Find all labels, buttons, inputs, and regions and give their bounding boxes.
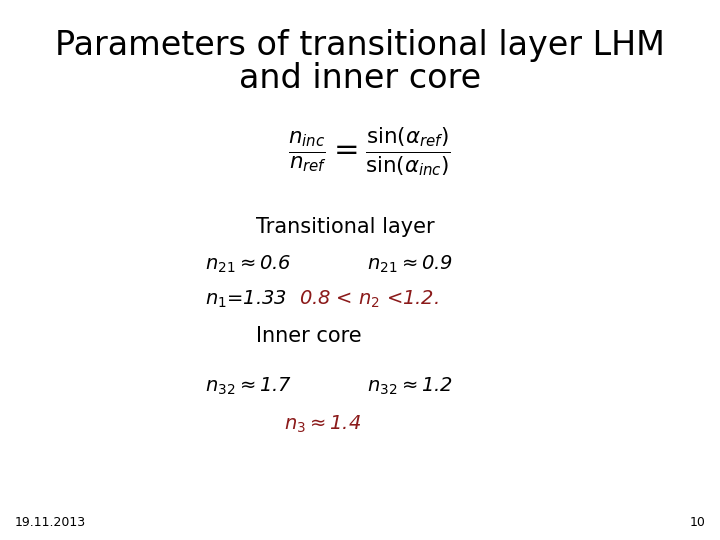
Text: Transitional layer: Transitional layer <box>256 217 434 237</box>
Text: $n_{21}$$\approx$0.9: $n_{21}$$\approx$0.9 <box>367 254 453 275</box>
Text: Inner core: Inner core <box>256 326 361 346</box>
Text: $n_{1}$=1.33: $n_{1}$=1.33 <box>205 289 287 310</box>
Text: $n_{32}$$\approx$1.2: $n_{32}$$\approx$1.2 <box>367 375 453 397</box>
Text: 19.11.2013: 19.11.2013 <box>14 516 86 529</box>
Text: 10: 10 <box>690 516 706 529</box>
Text: Parameters of transitional layer LHM: Parameters of transitional layer LHM <box>55 29 665 63</box>
Text: 0.8 < $n_{2}$ <1.2.: 0.8 < $n_{2}$ <1.2. <box>299 289 438 310</box>
Text: $n_{3}$$\approx$1.4: $n_{3}$$\approx$1.4 <box>284 413 361 435</box>
Text: $\frac{n_{inc}}{n_{ref}} = \frac{\sin(\alpha_{ref})}{\sin(\alpha_{inc})}$: $\frac{n_{inc}}{n_{ref}} = \frac{\sin(\a… <box>288 125 451 178</box>
Text: and inner core: and inner core <box>239 62 481 95</box>
Text: $n_{21}$$\approx$0.6: $n_{21}$$\approx$0.6 <box>205 254 292 275</box>
Text: $n_{32}$$\approx$1.7: $n_{32}$$\approx$1.7 <box>205 375 292 397</box>
